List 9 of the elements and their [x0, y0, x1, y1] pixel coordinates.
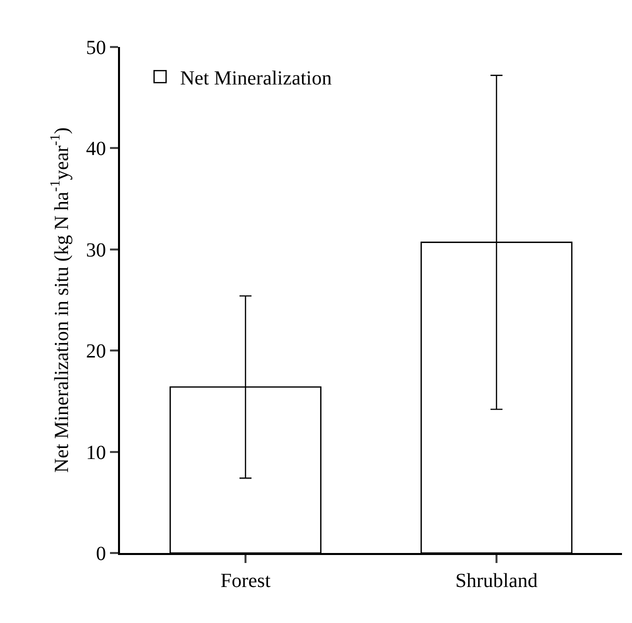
y-tick-label: 10: [86, 442, 106, 464]
y-tick-label: 30: [86, 239, 106, 262]
y-tick-label: 40: [86, 138, 106, 160]
y-tick-label: 20: [86, 340, 106, 363]
y-tick-label: 50: [86, 37, 106, 59]
x-tick-label: Forest: [220, 570, 271, 592]
legend-label: Net Mineralization: [180, 67, 332, 90]
y-tick-label: 0: [96, 543, 106, 565]
x-tick-label: Shrubland: [455, 570, 538, 592]
